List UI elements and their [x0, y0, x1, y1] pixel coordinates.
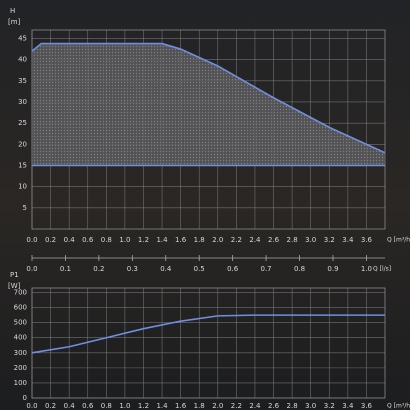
secondary-tick-label: 1.0: [361, 265, 372, 273]
x-tick-label: 0.8: [101, 402, 112, 410]
y-axis-label: P1: [10, 271, 19, 279]
y-axis-unit: [W]: [8, 282, 21, 290]
y-tick-label: 35: [18, 77, 27, 85]
x-tick-label: 1.0: [119, 236, 130, 244]
y-tick-label: 700: [14, 289, 27, 297]
secondary-tick-label: 0.5: [194, 265, 205, 273]
x-tick-label: 2.4: [249, 236, 261, 244]
x-tick-label: 3.0: [305, 402, 316, 410]
x-tick-label: 0.4: [64, 236, 76, 244]
x-tick-label: 0.4: [64, 402, 76, 410]
y-tick-label: 15: [18, 161, 27, 169]
x-tick-label: 3.2: [324, 236, 335, 244]
x-tick-label: 0.2: [45, 236, 56, 244]
x-tick-label: 1.2: [138, 236, 149, 244]
secondary-tick-label: 0.2: [93, 265, 104, 273]
y-tick-label: 40: [18, 56, 27, 64]
x-tick-label: 2.0: [212, 402, 223, 410]
x-tick-label: 1.6: [175, 236, 187, 244]
x-tick-label: 2.2: [231, 236, 242, 244]
secondary-tick-label: 0.8: [294, 265, 305, 273]
x-tick-label: 2.0: [212, 236, 223, 244]
y-axis-unit: [m]: [8, 18, 21, 26]
y-tick-label: 5: [23, 204, 27, 212]
x-tick-label: 3.4: [342, 236, 354, 244]
y-tick-label: 400: [14, 334, 27, 342]
y-tick-label: 300: [14, 349, 27, 357]
x-tick-label: 0.6: [82, 402, 94, 410]
secondary-tick-label: 0.0: [26, 265, 37, 273]
x-tick-label: 3.6: [361, 236, 373, 244]
y-tick-label: 200: [14, 364, 27, 372]
x-tick-label: 1.8: [194, 236, 205, 244]
secondary-tick-label: 0.4: [160, 265, 172, 273]
secondary-tick-label: 0.9: [327, 265, 338, 273]
x-tick-label: 1.4: [156, 236, 168, 244]
x-tick-label: 0.2: [45, 402, 56, 410]
curve: [31, 42, 386, 154]
x-tick-label: 0.8: [101, 236, 112, 244]
y-tick-label: 600: [14, 304, 27, 312]
x-tick-label: 1.8: [194, 402, 205, 410]
x-tick-label: 1.6: [175, 402, 187, 410]
secondary-axis-label: Q [l/s]: [373, 266, 391, 273]
x-axis-label: Q [m³/h]: [387, 403, 410, 410]
y-tick-label: 10: [18, 183, 27, 191]
y-tick-label: 100: [14, 379, 27, 387]
x-tick-label: 2.6: [268, 236, 280, 244]
curve: [31, 314, 385, 354]
x-tick-label: 3.4: [342, 402, 354, 410]
x-tick-label: 1.0: [119, 402, 130, 410]
y-tick-label: 25: [18, 119, 27, 127]
y-tick-label: 20: [18, 140, 27, 148]
y-tick-label: 500: [14, 319, 27, 327]
x-tick-label: 3.0: [305, 236, 316, 244]
y-axis-label: H: [10, 7, 15, 15]
secondary-tick-label: 0.3: [127, 265, 138, 273]
x-tick-label: 1.4: [156, 402, 168, 410]
x-tick-label: 2.2: [231, 402, 242, 410]
secondary-tick-label: 0.1: [60, 265, 71, 273]
x-tick-label: 2.8: [287, 236, 298, 244]
x-tick-label: 2.6: [268, 402, 280, 410]
secondary-tick-label: 0.6: [227, 265, 239, 273]
y-tick-label: 30: [18, 98, 27, 106]
x-tick-label: 0.0: [26, 236, 37, 244]
y-tick-label: 45: [18, 34, 27, 42]
shaded-area: [32, 43, 385, 166]
x-tick-label: 0.6: [82, 236, 94, 244]
x-tick-label: 0.0: [26, 402, 37, 410]
y-tick-label: 0: [23, 394, 27, 402]
x-tick-label: 3.6: [361, 402, 373, 410]
x-tick-label: 1.2: [138, 402, 149, 410]
x-tick-label: 2.8: [287, 402, 298, 410]
x-tick-label: 2.4: [249, 402, 261, 410]
secondary-tick-label: 0.7: [261, 265, 272, 273]
x-tick-label: 3.2: [324, 402, 335, 410]
x-axis-label: Q [m³/h]: [387, 237, 410, 244]
